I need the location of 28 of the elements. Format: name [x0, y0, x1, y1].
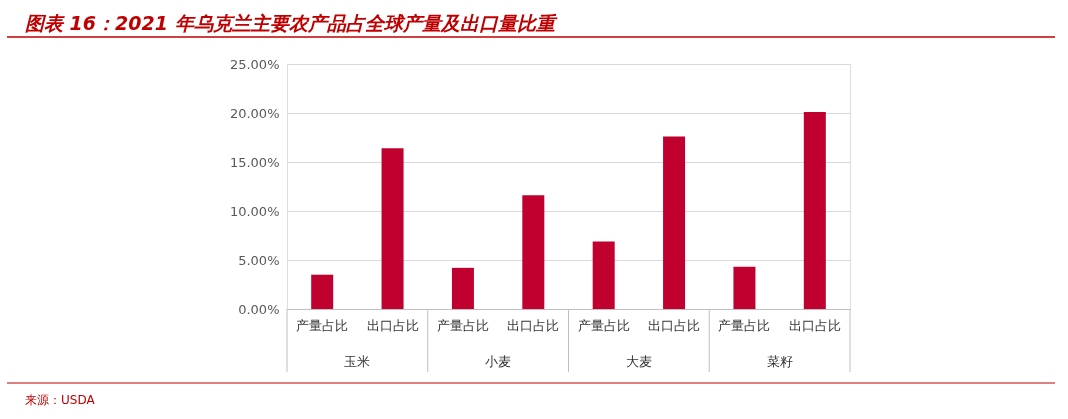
x-tick-label: 产量占比 [577, 317, 630, 333]
y-tick-label: 25.00% [229, 56, 280, 72]
x-tick-label: 出口占比 [507, 317, 560, 333]
bar [733, 266, 756, 309]
y-tick-label: 10.00% [229, 203, 280, 219]
source-note: 来源：USDA [25, 393, 96, 407]
bar [663, 136, 686, 309]
bar [522, 195, 545, 309]
x-tick-label: 出口占比 [648, 317, 701, 333]
y-tick-label: 0.00% [238, 301, 280, 317]
x-tick-label: 产量占比 [436, 317, 489, 333]
x-tick-label: 出口占比 [366, 317, 419, 333]
chart-title: 图表 16：2021 年乌克兰主要农产品占全球产量及出口量比重 [25, 12, 558, 34]
y-tick-label: 20.00% [229, 105, 280, 121]
bar [311, 274, 334, 309]
x-tick-label: 产量占比 [296, 317, 349, 333]
bar [592, 241, 615, 309]
bar [451, 267, 474, 309]
bar [803, 112, 826, 309]
x-tick-label: 产量占比 [718, 317, 771, 333]
y-tick-label: 15.00% [229, 154, 280, 170]
x-tick-label: 出口占比 [788, 317, 841, 333]
text: 小麦 [485, 354, 512, 369]
y-tick-label: 5.00% [238, 252, 280, 268]
text: 菜籽 [766, 354, 793, 369]
text: 玉米 [344, 354, 371, 369]
bar [381, 148, 404, 309]
text: 大麦 [625, 354, 652, 369]
